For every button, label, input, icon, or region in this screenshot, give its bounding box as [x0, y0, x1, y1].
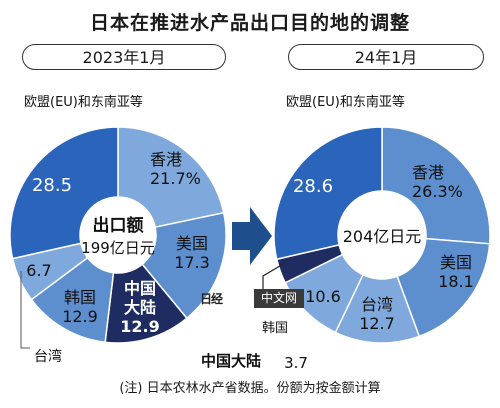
slice-label-hongkong: 香港 [412, 163, 444, 182]
data-label-usa: 18.1 [438, 272, 474, 291]
slice-label-mainland-china: 大陆 [124, 298, 156, 317]
data-label-hongkong: 21.7% [150, 169, 201, 188]
data-label-hongkong: 26.3% [412, 182, 463, 201]
data-label-korea: 12.9 [62, 307, 98, 326]
slice-label-hongkong: 香港 [150, 150, 182, 169]
data-label-taiwan: 12.7 [359, 314, 395, 333]
pie-center [80, 197, 156, 273]
slice-label-mainland-china: 中国 [124, 279, 156, 298]
center-value: 204亿日元 [343, 227, 422, 246]
slice-label-taiwan: 台湾 [34, 348, 62, 365]
slice-label-eu-sea: 欧盟(EU)和东南亚等 [24, 94, 143, 110]
slice-label-mainland-china: 中国大陆 [201, 352, 261, 370]
slice-label-korea: 韩国 [64, 288, 96, 307]
data-label-usa: 17.3 [174, 253, 210, 272]
slice-label-eu-sea: 欧盟(EU)和东南亚等 [286, 94, 405, 110]
transition-arrow-icon [232, 207, 272, 265]
slice-label-taiwan: 台湾 [361, 295, 393, 314]
page-title: 日本在推进水产品出口目的地的调整 [89, 12, 410, 34]
data-label-mainland-china: 12.9 [120, 317, 159, 336]
data-label-taiwan: 6.7 [26, 261, 51, 280]
callout-line-taiwan [20, 271, 30, 349]
slice-label-korea: 韩国 [262, 321, 288, 336]
period-label-2023: 2023年1月 [22, 44, 226, 70]
slice-label-usa: 美国 [440, 253, 472, 272]
data-label-eu-sea: 28.5 [32, 175, 72, 196]
footnote: (注) 日本农林水产省数据。份额为按金额计算 [119, 381, 381, 396]
period-label-2024: 24年1月 [288, 44, 484, 70]
center-value: 199亿日元 [81, 239, 155, 257]
pie-chart-2023 [9, 126, 227, 344]
data-label-eu-sea: 28.6 [293, 176, 333, 197]
slice-label-usa: 美国 [176, 234, 208, 253]
pie-center [338, 191, 426, 279]
pie-chart-2024 [273, 126, 491, 344]
watermark-logo: 日经 [200, 292, 223, 306]
center-title: 出口额 [93, 215, 144, 236]
data-label-korea: 10.6 [305, 287, 341, 306]
data-label-mainland-china: 3.7 [284, 354, 308, 372]
watermark-text: 中文网 [254, 289, 304, 308]
